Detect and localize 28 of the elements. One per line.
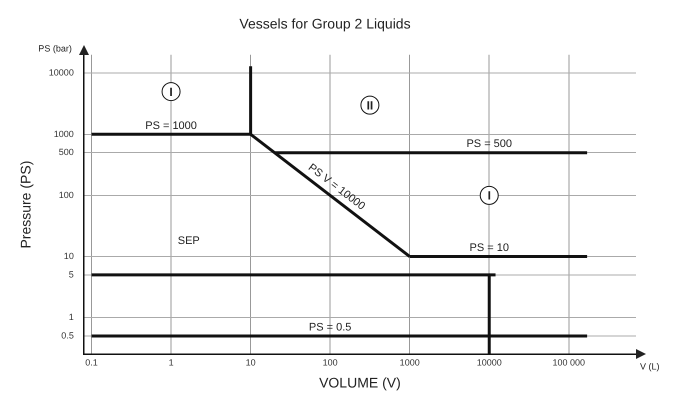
annotation: PS = 0.5 xyxy=(308,322,352,334)
x-tick-label: 1 xyxy=(168,357,174,368)
y-tick-label: 1 xyxy=(68,312,74,322)
annotation: PS = 500 xyxy=(466,138,512,150)
y-tick-label: 0.5 xyxy=(61,330,74,340)
annotation: PS = 1000 xyxy=(145,120,197,132)
text: PS (bar) xyxy=(38,43,72,54)
x-tick-label: 1000 xyxy=(400,357,420,368)
annotation: II xyxy=(366,98,374,112)
x-tick-label: 10000 xyxy=(476,357,502,368)
annotation: SEP xyxy=(178,235,200,248)
x-tick-label: 100 xyxy=(322,357,338,368)
y-tick-label: 100 xyxy=(58,190,74,200)
annotation: I xyxy=(169,84,173,99)
chart-title: Vessels for Group 2 Liquids xyxy=(239,15,411,32)
y-tick-label: 1000 xyxy=(54,128,74,139)
text: V (L) xyxy=(640,361,660,372)
y-axis-title: Pressure (PS) xyxy=(17,160,34,249)
x-tick-label: 10 xyxy=(246,357,256,368)
y-tick-label: 5 xyxy=(68,269,74,280)
x-tick-label: 0.1 xyxy=(85,357,98,368)
annotation: I xyxy=(488,188,491,203)
x-tick-label: 100 000 xyxy=(552,357,586,368)
y-tick-label: 500 xyxy=(58,147,74,158)
y-tick-label: 10000 xyxy=(48,68,74,78)
y-tick-label: 10 xyxy=(64,250,74,261)
annotation: PS = 10 xyxy=(470,242,509,254)
x-axis-title: VOLUME (V) xyxy=(319,374,401,390)
